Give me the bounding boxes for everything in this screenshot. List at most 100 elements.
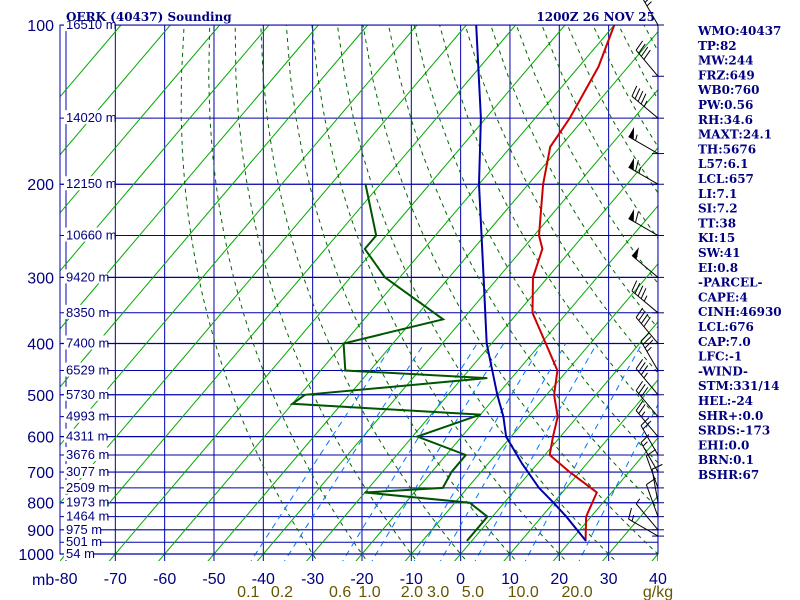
parcel-point	[584, 539, 587, 542]
sounding-time: 1200Z 26 NOV 25	[536, 10, 655, 24]
dry-adiabat	[413, 25, 658, 464]
wind-barbs	[628, 0, 664, 537]
height-label-bg	[64, 479, 108, 494]
mixing-ratio-tick-label: 0.2	[271, 584, 293, 600]
barb-feather	[631, 85, 638, 97]
temperature-point	[597, 66, 600, 68]
height-label: 12150 m	[66, 176, 117, 191]
barb-staff	[635, 390, 659, 417]
mixing-ratio-line	[371, 343, 505, 561]
temperature-point	[549, 146, 551, 148]
dewpoint-point	[364, 491, 366, 494]
mixing-ratio-line	[474, 343, 598, 561]
dewpoint-point	[364, 183, 367, 185]
index-line: TP:82	[698, 39, 737, 53]
barb-feather	[635, 307, 644, 318]
dry-adiabat	[285, 25, 517, 561]
dewpoint-point	[486, 515, 489, 518]
isotherm-line	[60, 25, 517, 561]
height-label-bg	[64, 464, 108, 479]
height-label: 3077 m	[66, 464, 109, 479]
index-line: LCL:657	[698, 172, 754, 186]
barb-feather	[631, 280, 638, 292]
mixing-ratio-tick-label: 20.0	[562, 584, 593, 600]
barb-staff	[640, 442, 659, 473]
temperature-tick-label: -40	[252, 571, 275, 588]
pressure-tick-label: 1000	[18, 547, 54, 564]
barb-staff	[645, 484, 659, 517]
temperature-point	[532, 276, 534, 279]
temperature-point	[556, 369, 559, 372]
index-line: CAP:7.0	[698, 335, 751, 349]
barb-feather	[640, 313, 649, 324]
barb-half-feather	[640, 411, 646, 418]
dry-adiabat	[234, 25, 418, 561]
wind-barb	[635, 307, 664, 344]
barb-half-feather	[642, 441, 648, 447]
height-label: 501 m	[66, 534, 102, 549]
pressure-tick-label: 100	[27, 18, 54, 35]
mixing-ratio-tick-label: 5.0	[462, 584, 484, 600]
barb-feather	[634, 88, 641, 100]
mixing-ratio-tick-label: 1.0	[358, 584, 380, 600]
height-label-bg	[64, 447, 108, 462]
temperature-point	[552, 435, 554, 438]
wind-barb	[631, 247, 664, 278]
barb-feather	[635, 400, 644, 411]
wind-barb	[628, 507, 664, 537]
station-title: OERK (40437) Sounding	[66, 10, 232, 24]
pressure-tick-label: 900	[27, 523, 54, 540]
dry-adiabat	[464, 25, 658, 374]
temperature-tick-label: -30	[301, 571, 324, 588]
dewpoint-point	[450, 471, 453, 473]
barb-feather	[638, 362, 646, 373]
wind-barb	[640, 434, 664, 473]
height-label: 5730 m	[66, 387, 109, 402]
mixing-ratio-line	[439, 343, 567, 561]
index-line: -WIND-	[698, 364, 748, 378]
index-line: PW:0.56	[698, 98, 753, 112]
temperature-tick-label: 40	[649, 571, 667, 588]
dewpoint-point	[475, 529, 478, 531]
barb-feather	[638, 404, 646, 414]
height-label-bg	[64, 508, 108, 523]
isotherm-line	[60, 25, 221, 214]
barb-staff	[628, 218, 659, 236]
barb-feather	[643, 49, 651, 60]
barb-half-feather	[638, 167, 642, 174]
mixing-ratio-line	[250, 343, 394, 561]
barb-feather	[634, 282, 641, 294]
index-line: LFC:-1	[698, 350, 742, 364]
dewpoint-point	[375, 234, 378, 237]
barb-half-feather	[643, 100, 648, 107]
dewpoint-point	[486, 377, 488, 379]
barb-feather	[640, 434, 650, 443]
index-line: L57:6.1	[698, 157, 748, 171]
wind-barb	[640, 332, 664, 372]
dry-adiabat	[388, 25, 658, 509]
temperature-tick-label: -10	[400, 571, 423, 588]
wind-barb	[635, 400, 664, 438]
height-label: 54 m	[66, 546, 95, 561]
height-label: 6529 m	[66, 363, 109, 378]
height-label: 1973 m	[66, 495, 109, 510]
dewpoint-point	[466, 539, 469, 542]
index-line: CAPE:4	[698, 290, 748, 304]
barb-feather	[644, 0, 649, 3]
barb-feather	[635, 359, 644, 369]
pressure-tick-label: 800	[27, 496, 54, 513]
barb-feather	[640, 288, 647, 299]
barb-half-feather	[635, 134, 638, 141]
dewpoint-point	[342, 342, 345, 345]
mixing-ratio-unit-label: g/kg	[643, 584, 673, 600]
barb-half-feather	[646, 346, 652, 352]
mixing-ratio-line	[413, 343, 543, 561]
barb-feather	[642, 336, 652, 345]
index-line: HEL:-24	[698, 394, 753, 408]
height-label-bg	[64, 269, 108, 284]
mixing-ratio-tick-label: 10.0	[508, 584, 539, 600]
height-label-bg	[64, 494, 108, 509]
isotherm-line	[404, 263, 658, 561]
dewpoint-point	[384, 276, 386, 279]
parcel-point	[552, 501, 555, 504]
